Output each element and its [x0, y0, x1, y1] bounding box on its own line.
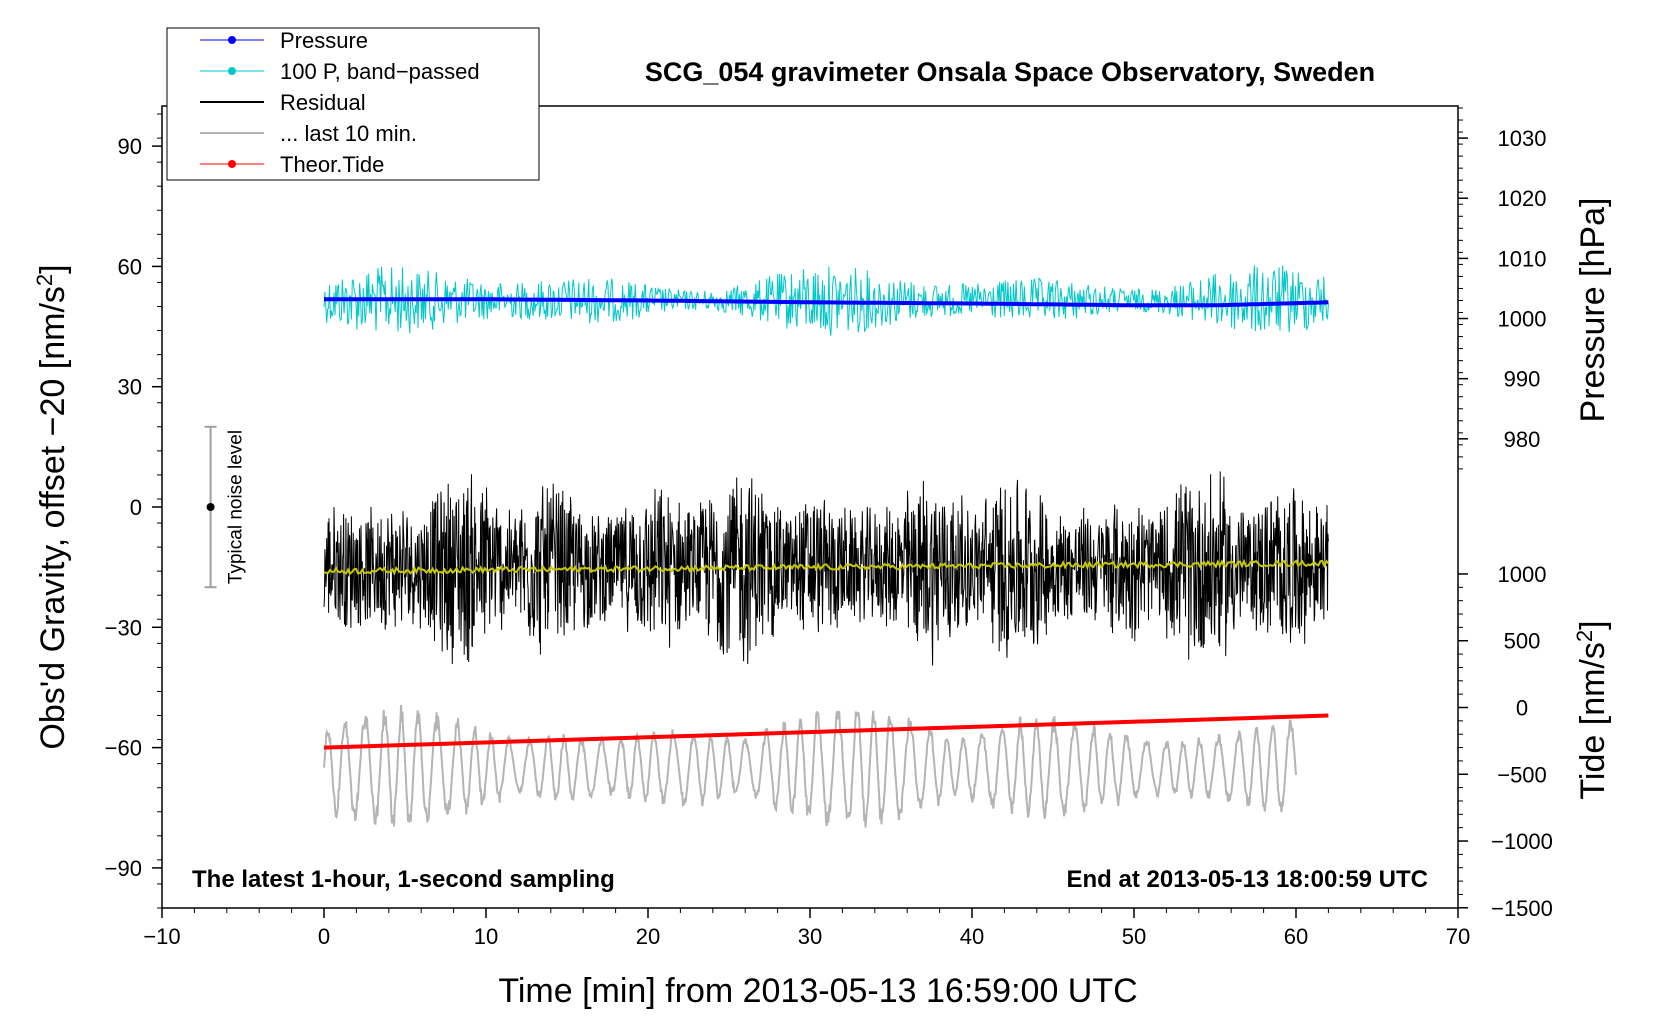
- noise-level-indicator: Typical noise level: [204, 425, 247, 589]
- noise-center-dot: [206, 503, 215, 511]
- tide-tick-label: −500: [1497, 762, 1547, 787]
- x-tick-label: 50: [1122, 924, 1146, 949]
- axes: −10 0 10 20 30 40 50 60 709060300−30−60−90103010…: [105, 107, 1553, 949]
- legend-box: [166, 27, 540, 181]
- pressure-tick-label: 980: [1504, 427, 1541, 452]
- y-left-tick-label: −30: [105, 615, 142, 640]
- pressure-tick-label: 1030: [1498, 126, 1547, 151]
- annotation-end-time: End at 2013-05-13 18:00:59 UTC: [1067, 866, 1429, 893]
- series-last-10-min: [323, 704, 1297, 828]
- legend-label: Theor.Tide: [280, 152, 384, 177]
- pressure-tick-label: 990: [1504, 367, 1541, 392]
- legend-label: 100 P, band−passed: [280, 59, 480, 84]
- series-residual: [323, 471, 1329, 666]
- x-tick-label: 20: [636, 924, 660, 949]
- y-left-tick-label: 60: [118, 254, 142, 279]
- x-tick-label: −10: [143, 924, 180, 949]
- y-left-tick-label: −60: [105, 736, 142, 761]
- y-axis-left-title-superscript: 2: [32, 274, 57, 286]
- x-tick-label: 60: [1284, 924, 1308, 949]
- y-left-tick-label: −90: [105, 856, 142, 881]
- legend-label: Residual: [280, 90, 366, 115]
- legend-marker: [228, 36, 236, 44]
- pressure-tick-label: 1020: [1498, 186, 1547, 211]
- legend: Pressure 100 P, band−passed Residual ... la…: [166, 27, 540, 181]
- series-residual-smoothed: [324, 558, 1330, 576]
- y-left-tick-label: 90: [118, 134, 142, 159]
- pressure-tick-label: 1000: [1498, 307, 1547, 332]
- x-tick-label: 70: [1446, 924, 1470, 949]
- x-tick-label: 0: [318, 924, 330, 949]
- x-tick-label: 40: [960, 924, 984, 949]
- series-band-passed-pressure: [323, 265, 1329, 336]
- legend-marker: [228, 67, 236, 75]
- x-axis-title: Time [min] from 2013-05-13 16:59:00 UTC: [498, 972, 1137, 1010]
- series-theoretical-tide: [323, 713, 1329, 750]
- y-axis-left-title: Obs'd Gravity, offset −20 [nm/s2]: [32, 264, 72, 749]
- series: [323, 265, 1330, 828]
- y-axis-tide-title-superscript: 2: [1572, 630, 1597, 642]
- plot-frame: [161, 105, 1459, 909]
- tide-tick-label: 0: [1516, 696, 1528, 721]
- tide-tick-label: −1500: [1491, 896, 1553, 921]
- pressure-tick-label: 1010: [1498, 246, 1547, 271]
- x-tick-label: 30: [798, 924, 822, 949]
- annotation-sampling: The latest 1-hour, 1-second sampling: [192, 866, 615, 893]
- legend-marker: [228, 160, 236, 168]
- tide-tick-label: −1000: [1491, 829, 1553, 854]
- tide-tick-label: 500: [1504, 629, 1541, 654]
- chart-title: SCG_054 gravimeter Onsala Space Observat…: [645, 57, 1375, 87]
- y-axis-tide-title: Tide [nm/s2]: [1572, 620, 1612, 799]
- y-left-tick-label: 30: [118, 375, 142, 400]
- x-tick-label: 10: [474, 924, 498, 949]
- y-left-tick-label: 0: [130, 495, 142, 520]
- legend-label: ... last 10 min.: [280, 121, 417, 146]
- series-pressure: [324, 297, 1329, 308]
- tide-tick-label: 1000: [1498, 562, 1547, 587]
- y-axis-pressure-title: Pressure [hPa]: [1574, 198, 1612, 423]
- legend-label: Pressure: [280, 28, 368, 53]
- noise-level-label: Typical noise level: [226, 430, 247, 584]
